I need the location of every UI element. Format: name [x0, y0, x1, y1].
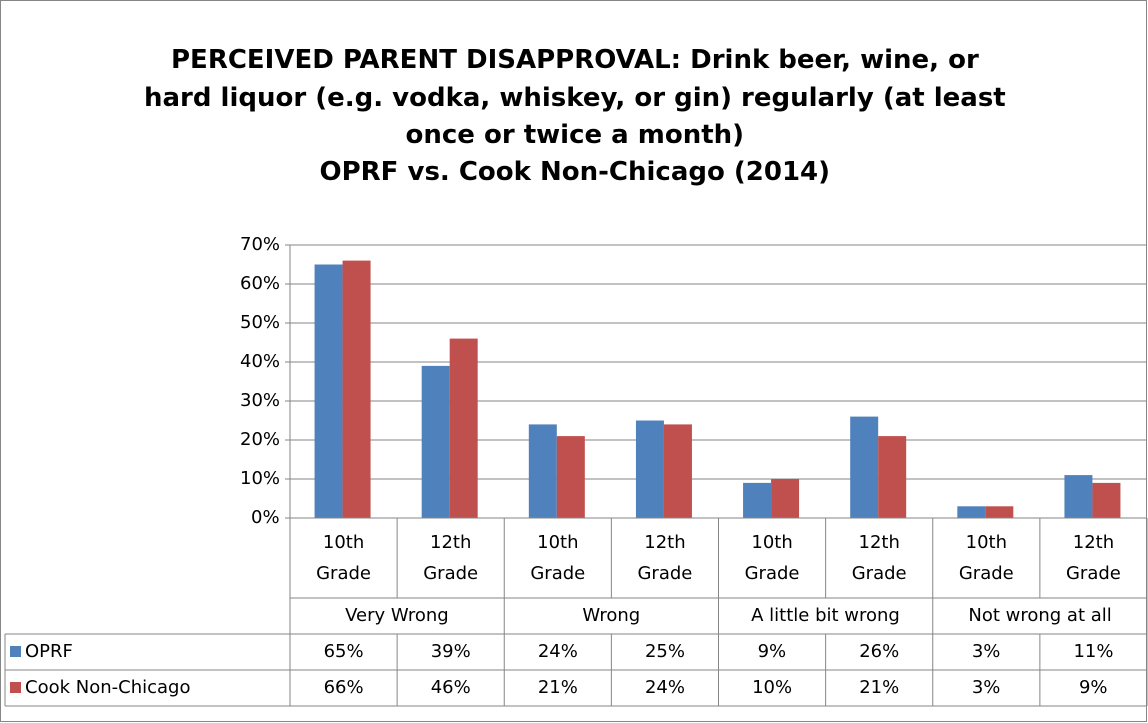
- table-value: 65%: [323, 641, 364, 662]
- table-value: 9%: [1078, 677, 1108, 698]
- bar: [528, 424, 557, 518]
- x-tick-label: 10th Grade: [958, 532, 1014, 584]
- table-value: 24%: [644, 677, 685, 698]
- y-tick-label: 70%: [240, 234, 281, 255]
- x-tick-label: 10th Grade: [744, 532, 800, 584]
- bar: [850, 416, 879, 518]
- legend-label: Cook Non-Chicago: [25, 677, 191, 698]
- bar: [878, 436, 907, 518]
- bar: [771, 479, 800, 518]
- table-value: 3%: [971, 641, 1001, 662]
- bar: [1064, 475, 1093, 518]
- x-tick-label: 12th Grade: [637, 532, 693, 584]
- x-tick-label: 10th Grade: [530, 532, 586, 584]
- table-value: 21%: [537, 677, 578, 698]
- group-label: A little bit wrong: [751, 605, 900, 626]
- x-tick-label: 12th Grade: [851, 532, 907, 584]
- table-value: 25%: [644, 641, 685, 662]
- bar: [314, 264, 343, 518]
- chart-title: PERCEIVED PARENT DISAPPROVAL: Drink beer…: [171, 45, 979, 75]
- table-value: 3%: [971, 677, 1001, 698]
- legend-swatch: [10, 682, 21, 693]
- y-tick-label: 20%: [240, 429, 281, 450]
- y-tick-label: 0%: [251, 507, 280, 528]
- x-tick-label: 12th Grade: [423, 532, 479, 584]
- table-value: 66%: [323, 677, 364, 698]
- bar: [743, 482, 772, 518]
- bar: [421, 365, 450, 518]
- table-value: 39%: [430, 641, 471, 662]
- y-tick-label: 10%: [240, 468, 281, 489]
- y-tick-label: 30%: [240, 390, 281, 411]
- bar: [985, 506, 1014, 518]
- y-tick-label: 50%: [240, 312, 281, 333]
- legend-swatch: [10, 646, 21, 657]
- x-tick-label: 12th Grade: [1065, 532, 1121, 584]
- y-tick-label: 60%: [240, 273, 281, 294]
- x-tick-label: 10th Grade: [316, 532, 371, 584]
- table-value: 21%: [859, 677, 900, 698]
- chart-title: once or twice a month): [405, 120, 745, 150]
- bar: [1092, 482, 1121, 518]
- table-value: 46%: [430, 677, 471, 698]
- table-value: 11%: [1073, 641, 1114, 662]
- table-value: 10%: [752, 677, 793, 698]
- bar: [342, 260, 371, 518]
- bar: [957, 506, 986, 518]
- bar: [663, 424, 692, 518]
- bar: [635, 420, 664, 518]
- table-value: 24%: [537, 641, 578, 662]
- group-label: Not wrong at all: [968, 605, 1112, 626]
- chart-subtitle: OPRF vs. Cook Non-Chicago (2014): [319, 157, 831, 187]
- group-label: Very Wrong: [345, 605, 449, 626]
- table-value: 9%: [757, 641, 787, 662]
- group-label: Wrong: [582, 605, 641, 626]
- legend-label: OPRF: [25, 641, 73, 662]
- table-value: 26%: [859, 641, 900, 662]
- y-tick-label: 40%: [240, 351, 281, 372]
- chart-title: hard liquor (e.g. vodka, whiskey, or gin…: [144, 82, 1006, 113]
- bar: [449, 338, 478, 518]
- bar: [556, 436, 585, 518]
